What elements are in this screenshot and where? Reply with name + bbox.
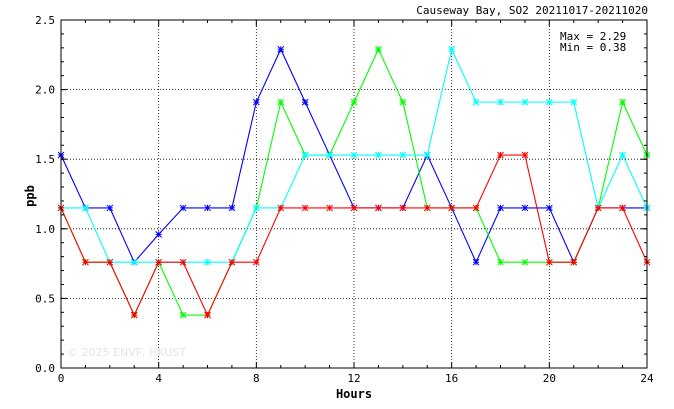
data-point-marker <box>497 204 504 212</box>
data-point-marker <box>350 98 358 106</box>
data-point-marker <box>228 258 236 266</box>
data-point-marker <box>619 151 626 159</box>
series-layer <box>57 45 651 319</box>
data-point-marker <box>252 98 260 106</box>
data-point-marker <box>301 204 309 212</box>
data-point-marker <box>252 258 260 266</box>
data-point-marker <box>399 204 407 212</box>
x-tick-label: 0 <box>58 372 65 385</box>
max-value-annotation: Max = 2.29 <box>560 30 626 43</box>
y-tick-label: 2.5 <box>35 14 55 27</box>
data-point-marker <box>130 311 138 319</box>
series-2 <box>57 45 651 266</box>
data-point-marker <box>399 151 407 159</box>
y-axis-title: ppb <box>23 185 37 207</box>
data-point-marker <box>301 151 309 159</box>
x-tick-label: 16 <box>445 372 458 385</box>
data-point-marker <box>301 98 309 106</box>
data-point-marker <box>130 258 138 266</box>
data-point-marker <box>521 204 529 212</box>
data-point-marker <box>277 45 285 53</box>
data-point-marker <box>350 204 358 212</box>
x-axis-title: Hours <box>336 387 372 401</box>
data-point-marker <box>448 45 456 53</box>
watermark-text: © 2025 ENVF, HKUST <box>67 346 186 359</box>
data-point-marker <box>179 258 187 266</box>
data-point-marker <box>375 151 382 159</box>
data-point-marker <box>277 204 285 212</box>
grid-lines <box>61 20 647 368</box>
data-point-marker <box>326 151 333 159</box>
data-point-marker <box>375 204 382 212</box>
data-point-marker <box>497 151 504 159</box>
data-point-marker <box>545 204 553 212</box>
data-point-marker <box>570 258 578 266</box>
data-point-marker <box>326 204 333 212</box>
x-tick-label: 8 <box>253 372 260 385</box>
data-point-marker <box>545 98 553 106</box>
data-point-marker <box>570 98 578 106</box>
x-tick-label: 20 <box>543 372 556 385</box>
data-point-marker <box>106 258 114 266</box>
data-point-marker <box>448 204 456 212</box>
data-point-marker <box>423 151 431 159</box>
data-point-marker <box>82 204 89 212</box>
data-point-marker <box>423 204 431 212</box>
data-point-marker <box>472 98 480 106</box>
data-point-marker <box>228 204 236 212</box>
data-point-marker <box>472 258 480 266</box>
data-point-marker <box>179 311 187 319</box>
data-point-marker <box>106 204 114 212</box>
data-point-marker <box>155 258 163 266</box>
y-tick-label: 2.0 <box>35 84 55 97</box>
y-tick-label: 1.5 <box>35 153 55 166</box>
x-tick-label: 24 <box>640 372 654 385</box>
series-3 <box>57 151 651 319</box>
data-point-marker <box>179 204 187 212</box>
data-point-marker <box>204 204 211 212</box>
data-point-marker <box>521 98 529 106</box>
data-point-marker <box>521 151 529 159</box>
data-point-marker <box>204 258 211 266</box>
data-point-marker <box>497 258 504 266</box>
data-point-marker <box>252 204 260 212</box>
data-point-marker <box>350 151 358 159</box>
data-point-marker <box>472 204 480 212</box>
x-tick-label: 4 <box>155 372 162 385</box>
min-value-annotation: Min = 0.38 <box>560 41 626 54</box>
data-point-marker <box>277 98 285 106</box>
axis-ticks: 0.0 0.5 1.0 1.5 2.0 2.5 0 4 8 12 16 20 24 <box>35 14 654 385</box>
data-point-marker <box>82 258 89 266</box>
data-point-marker <box>399 98 407 106</box>
chart-title: Causeway Bay, SO2 20211017-20211020 <box>416 4 648 17</box>
data-point-marker <box>619 204 626 212</box>
data-point-marker <box>497 98 504 106</box>
data-point-marker <box>594 204 602 212</box>
data-point-marker <box>375 45 382 53</box>
data-point-marker <box>521 258 529 266</box>
data-point-marker <box>155 231 163 238</box>
x-tick-label: 12 <box>347 372 360 385</box>
y-tick-label: 0.5 <box>35 292 55 305</box>
data-point-marker <box>545 258 553 266</box>
data-point-marker <box>619 98 626 106</box>
y-tick-label: 0.0 <box>35 362 55 375</box>
y-tick-label: 1.0 <box>35 223 55 236</box>
data-point-marker <box>204 311 211 319</box>
